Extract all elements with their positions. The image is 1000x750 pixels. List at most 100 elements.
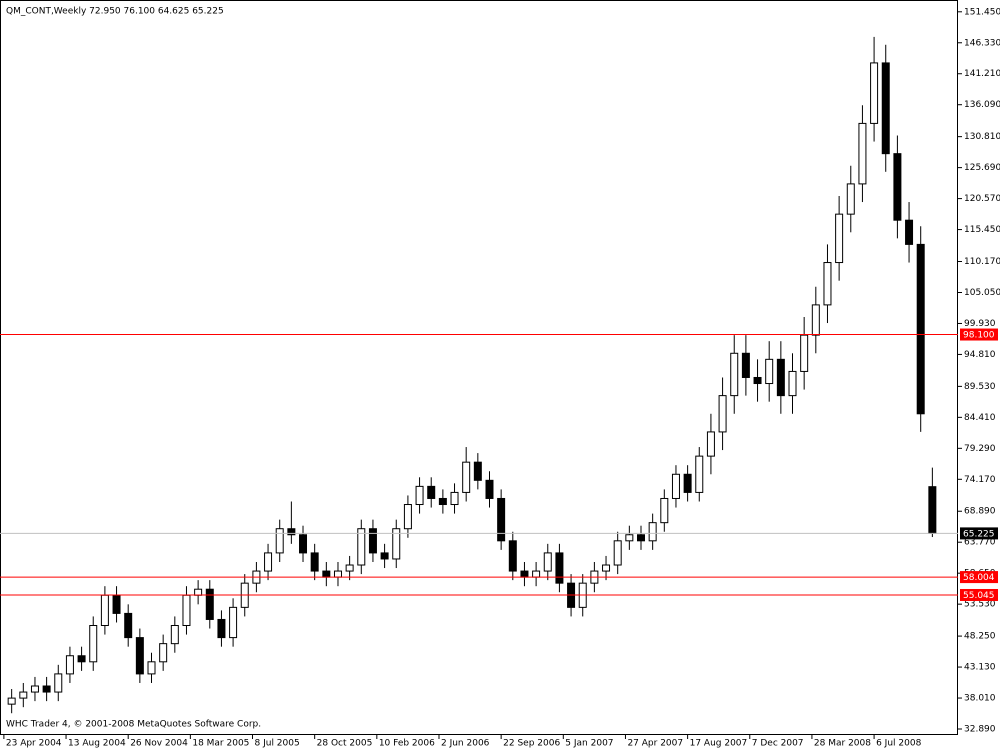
candle-body [905, 219, 914, 245]
candle-body [217, 618, 226, 639]
candle-body [706, 431, 715, 457]
x-tick-label: 10 Feb 2006 [379, 739, 435, 749]
level-label: 98.100 [963, 331, 995, 341]
candle-body [194, 588, 203, 596]
x-tick-label: 28 Mar 2008 [814, 739, 871, 749]
level-label-box [960, 571, 998, 584]
x-tick-label: 18 Mar 2005 [192, 739, 249, 749]
candle-body [788, 370, 797, 397]
candle-body [625, 534, 634, 542]
candle-body [403, 504, 412, 530]
candle-body [77, 655, 86, 663]
level-label: 58.004 [963, 573, 995, 583]
candle-body [135, 637, 144, 675]
level-label: 55.045 [963, 591, 995, 601]
candle-body [730, 352, 739, 397]
candle-body [881, 62, 890, 155]
x-tick-label: 27 Apr 2007 [627, 739, 683, 749]
y-tick-label: 43.130 [964, 663, 996, 673]
candle-body [65, 655, 74, 675]
y-tick-label: 151.450 [964, 7, 1000, 17]
y-tick-label: 68.890 [964, 507, 996, 517]
candle-body [660, 497, 669, 524]
candle-body [811, 304, 820, 336]
candle-body [310, 552, 319, 572]
y-tick-label: 146.330 [964, 38, 1000, 48]
candle-body [520, 570, 529, 578]
candle-body [637, 534, 645, 542]
candle-body [602, 564, 611, 572]
y-tick-label: 136.090 [964, 100, 1000, 110]
candle-body [159, 643, 168, 663]
level-label-box [960, 588, 998, 601]
y-tick-label: 63.770 [964, 538, 996, 548]
candle-body [555, 552, 564, 584]
y-tick-label: 53.530 [964, 600, 996, 610]
candle-body [264, 552, 273, 572]
x-tick-label: 7 Dec 2007 [752, 739, 804, 749]
candle-body [299, 534, 308, 554]
y-tick-label: 94.810 [964, 350, 996, 360]
candle-body [835, 213, 844, 264]
y-tick-label: 79.290 [964, 444, 996, 454]
y-tick-label: 130.810 [964, 132, 1000, 142]
candle-body [916, 243, 925, 415]
y-tick-label: 32.890 [964, 725, 996, 735]
x-tick-label: 8 Jul 2005 [255, 739, 300, 749]
y-tick-label: 120.570 [964, 194, 1000, 204]
candle-body [415, 485, 424, 506]
candle-body [380, 552, 389, 560]
candle-body [54, 673, 63, 693]
y-tick-label: 48.250 [964, 632, 996, 642]
x-tick-label: 2 Jun 2006 [441, 739, 490, 749]
candle-body [870, 62, 879, 124]
candle-body [30, 685, 39, 693]
candle-body [170, 625, 179, 645]
candle-body [613, 540, 622, 566]
candle-body [683, 473, 692, 493]
candle-body [205, 588, 214, 620]
candle-body [182, 594, 191, 627]
y-tick-label: 84.410 [964, 413, 996, 423]
candle-body [7, 697, 16, 705]
level-label-box [960, 328, 998, 341]
x-tick-label: 26 Nov 2004 [130, 739, 188, 749]
candle-body [392, 528, 401, 560]
y-tick-label: 99.930 [964, 319, 996, 329]
candle-body [19, 691, 28, 699]
candle-body [846, 183, 855, 215]
candle-body [124, 612, 133, 639]
candle-body [893, 153, 902, 221]
x-tick-label: 6 Jul 2008 [876, 739, 921, 749]
y-tick-label: 110.170 [964, 257, 1000, 267]
candle-body [823, 262, 832, 306]
chart-title: QM_CONT,Weekly 72.950 76.100 64.625 65.2… [6, 7, 224, 17]
x-tick-label: 22 Sep 2006 [503, 739, 560, 749]
candle-body [508, 540, 517, 572]
x-tick-label: 17 Aug 2007 [690, 739, 748, 749]
candle-body [287, 528, 296, 536]
y-tick-label: 141.210 [964, 69, 1000, 79]
plot-frame [0, 0, 958, 735]
candle-body [718, 395, 727, 433]
candle-body [147, 661, 156, 675]
x-tick-label: 23 Apr 2004 [6, 739, 62, 749]
candle-body [438, 497, 447, 506]
candle-body [275, 528, 284, 554]
y-tick-label: 105.050 [964, 288, 1000, 298]
candle-body [89, 625, 98, 663]
candle-body [753, 376, 762, 385]
copyright: WHC Trader 4, © 2001-2008 MetaQuotes Sof… [6, 720, 261, 730]
candle-body [357, 528, 366, 566]
y-tick-label: 115.450 [964, 225, 1000, 235]
candle-body [485, 479, 494, 499]
candle-body [543, 552, 552, 572]
candle-body [928, 486, 937, 534]
candle-body [322, 570, 331, 578]
candle-body [497, 497, 506, 542]
candle-body [741, 352, 750, 378]
candle-body [229, 606, 238, 639]
x-tick-label: 13 Aug 2004 [68, 739, 126, 749]
candle-body [776, 358, 785, 397]
